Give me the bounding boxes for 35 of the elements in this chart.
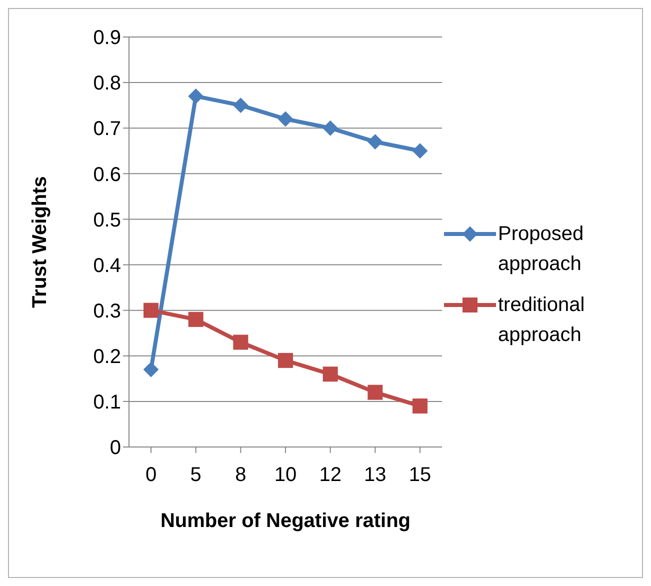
- x-tick-label: 13: [364, 464, 386, 486]
- y-tick-label: 0.2: [93, 346, 121, 368]
- x-tick-label: 10: [274, 464, 297, 486]
- y-tick-label: 0.9: [93, 27, 121, 50]
- point: [368, 384, 383, 400]
- point: [144, 302, 158, 318]
- y-tick-label: 0.6: [93, 164, 121, 186]
- y-tick-label: 0.7: [93, 118, 121, 140]
- x-tick-label: 8: [235, 464, 246, 486]
- y-axis-title: Trust Weights: [29, 176, 52, 308]
- legend-label: treditional approach: [498, 293, 586, 348]
- point: [144, 362, 158, 378]
- legend-label: Proposed approach: [498, 222, 585, 277]
- x-tick-label: 12: [319, 464, 342, 486]
- y-tick-label: 0.3: [93, 300, 121, 322]
- point: [412, 143, 428, 158]
- y-tick-label: 0.5: [93, 209, 121, 232]
- point: [188, 312, 204, 327]
- x-tick-label: 15: [408, 464, 432, 486]
- point: [233, 98, 248, 113]
- point: [188, 88, 204, 104]
- x-tick-label: 5: [190, 464, 202, 486]
- point: [412, 398, 428, 414]
- y-tick-label: 0.8: [93, 72, 121, 95]
- point: [278, 352, 293, 368]
- point: [233, 334, 248, 350]
- y-tick-label: 0.4: [93, 254, 121, 277]
- point: [322, 366, 338, 382]
- y-tick-label: 0: [110, 437, 121, 460]
- x-tick-label: 0: [145, 464, 157, 486]
- x-axis-title: Number of Negative rating: [160, 510, 411, 532]
- point: [368, 134, 383, 150]
- point: [322, 120, 338, 136]
- y-tick-label: 0.1: [93, 392, 121, 414]
- point: [278, 112, 293, 126]
